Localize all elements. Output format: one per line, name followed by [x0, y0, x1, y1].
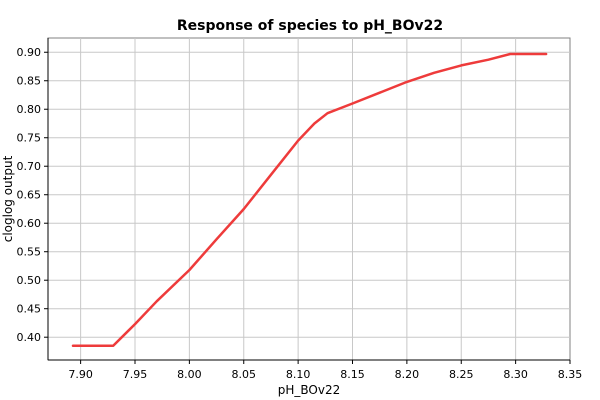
y-tick-label: 0.55 [17, 246, 42, 259]
x-tick-label: 8.00 [177, 368, 202, 381]
y-ticks: 0.40 0.45 0.50 0.55 0.60 0.65 0.70 0.75 0.80 0.85… [17, 46, 48, 344]
y-tick-label: 0.70 [17, 160, 42, 173]
y-tick-label: 0.50 [17, 274, 42, 287]
x-tick-label: 8.35 [558, 368, 583, 381]
response-curve [71, 52, 548, 348]
y-tick-label: 0.40 [17, 331, 42, 344]
x-tick-label: 8.30 [503, 368, 528, 381]
x-ticks: 7.90 7.95 8.00 8.05 8.10 8.15 8.20 8.25 8.30 8.35 [68, 360, 582, 381]
x-tick-label: 7.95 [123, 368, 148, 381]
gridlines [48, 38, 570, 360]
series [71, 52, 548, 348]
y-axis-label: cloglog output [1, 155, 15, 242]
y-tick-label: 0.45 [17, 303, 42, 316]
chart-title: Response of species to pH_BOv22 [177, 18, 443, 34]
x-tick-label: 7.90 [68, 368, 93, 381]
y-tick-label: 0.90 [17, 46, 42, 59]
plot-area [47, 37, 571, 361]
y-tick-label: 0.60 [17, 217, 42, 230]
y-tick-label: 0.85 [17, 75, 42, 88]
y-tick-label: 0.65 [17, 189, 42, 202]
x-axis-label: pH_BOv22 [278, 383, 340, 397]
x-tick-label: 8.10 [286, 368, 311, 381]
x-tick-label: 8.20 [395, 368, 420, 381]
x-tick-label: 8.05 [232, 368, 257, 381]
y-tick-label: 0.75 [17, 132, 42, 145]
x-tick-label: 8.25 [449, 368, 474, 381]
x-tick-label: 8.15 [340, 368, 365, 381]
y-tick-label: 0.80 [17, 103, 42, 116]
